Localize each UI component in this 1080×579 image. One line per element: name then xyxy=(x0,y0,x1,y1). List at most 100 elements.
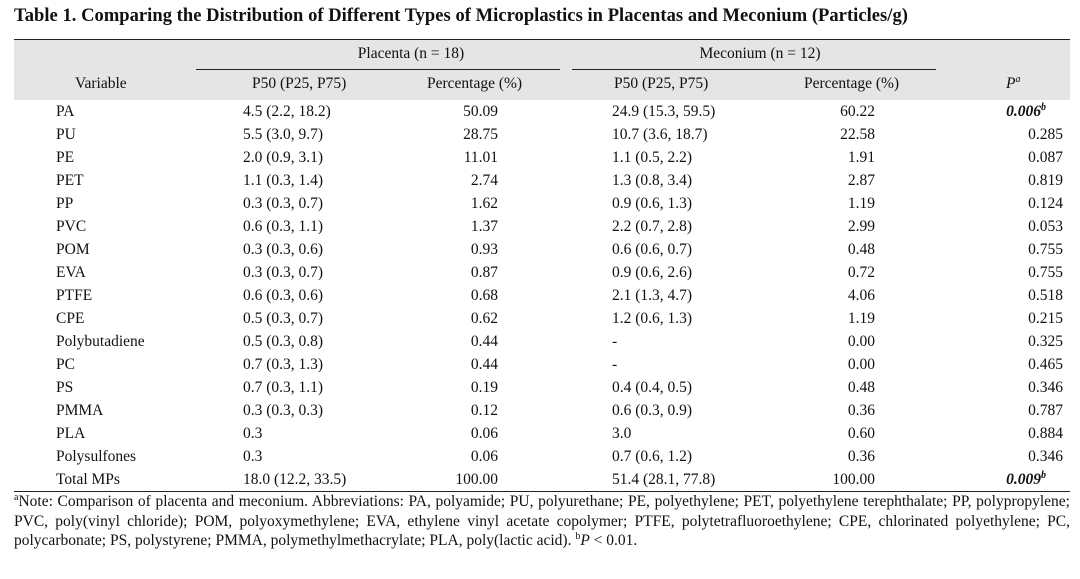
cell-meconium-percentage: 0.72 xyxy=(847,264,875,281)
footnote-b-p: P xyxy=(580,532,590,549)
table-row: Total MPs 18.0 (12.2, 33.5) 100.00 51.4 (28… xyxy=(14,469,1070,492)
cell-meconium-percentage: 2.87 xyxy=(847,172,875,189)
cell-meconium-percentage: 4.06 xyxy=(847,287,875,304)
cell-meconium-p50: 0.9 (0.6, 2.6) xyxy=(612,264,693,281)
cell-meconium-p50: - xyxy=(612,356,618,373)
cell-p-value: 0.285 xyxy=(1028,126,1063,144)
cell-meconium-percentage: 0.60 xyxy=(847,425,875,442)
p-value-text: 0.346 xyxy=(1028,448,1063,465)
cell-meconium-p50: 0.6 (0.6, 0.7) xyxy=(612,241,693,258)
column-header-meconium-percentage: Percentage (%) xyxy=(804,75,900,92)
p-value-text: 0.325 xyxy=(1028,333,1063,350)
table-row: PTFE 0.6 (0.3, 0.6) 0.68 2.1 (1.3, 4.7) 4.06… xyxy=(14,285,1070,308)
cell-p-value: 0.787 xyxy=(1028,402,1063,420)
table-row: PC 0.7 (0.3, 1.3) 0.44 - 0.00 0.465 xyxy=(14,354,1070,377)
cell-p-value: 0.346 xyxy=(1028,379,1063,397)
cell-placenta-p50: 0.5 (0.3, 0.7) xyxy=(243,310,324,327)
group-header-meconium: Meconium (n = 12) xyxy=(699,45,821,62)
cell-placenta-percentage: 0.06 xyxy=(470,448,498,465)
cell-placenta-p50: 0.6 (0.3, 1.1) xyxy=(243,218,324,235)
cell-placenta-p50: 5.5 (3.0, 9.7) xyxy=(243,126,324,143)
cell-variable: PMMA xyxy=(56,402,104,419)
cell-meconium-p50: 0.7 (0.6, 1.2) xyxy=(612,448,693,465)
cell-meconium-p50: 10.7 (3.6, 18.7) xyxy=(612,126,708,143)
cell-placenta-p50: 0.7 (0.3, 1.1) xyxy=(243,379,324,396)
cell-placenta-p50: 0.3 (0.3, 0.6) xyxy=(243,241,324,258)
cell-meconium-p50: 1.3 (0.8, 3.4) xyxy=(612,172,693,189)
cell-meconium-p50: 0.6 (0.3, 0.9) xyxy=(612,402,693,419)
p-value-text: 0.346 xyxy=(1028,379,1063,396)
column-header-variable: Variable xyxy=(75,75,127,92)
cell-meconium-percentage: 0.00 xyxy=(847,356,875,373)
cell-placenta-percentage: 50.09 xyxy=(463,103,498,120)
p-value-text: 0.009 xyxy=(1006,471,1041,488)
cell-meconium-p50: 3.0 xyxy=(612,425,632,442)
cell-meconium-p50: 1.2 (0.6, 1.3) xyxy=(612,310,693,327)
table-row: PLA 0.3 0.06 3.0 0.60 0.884 xyxy=(14,423,1070,446)
cell-p-value: 0.819 xyxy=(1028,172,1063,190)
cell-variable: PP xyxy=(56,195,74,212)
cell-placenta-p50: 0.3 (0.3, 0.7) xyxy=(243,195,324,212)
cell-variable: CPE xyxy=(56,310,85,327)
cell-placenta-percentage: 0.19 xyxy=(470,379,498,396)
cell-p-value: 0.053 xyxy=(1028,218,1063,236)
cell-placenta-percentage: 0.44 xyxy=(470,356,498,373)
cell-placenta-percentage: 0.68 xyxy=(470,287,498,304)
cell-meconium-percentage: 0.36 xyxy=(847,402,875,419)
cell-meconium-percentage: 1.19 xyxy=(847,195,875,212)
table-footnote: aNote: Comparison of placenta and meconi… xyxy=(14,492,1070,551)
table-row: POM 0.3 (0.3, 0.6) 0.93 0.6 (0.6, 0.7) 0.48 0… xyxy=(14,239,1070,262)
cell-variable: Total MPs xyxy=(56,471,120,488)
cell-placenta-percentage: 0.87 xyxy=(470,264,498,281)
cell-placenta-percentage: 0.93 xyxy=(470,241,498,258)
p-value-text: 0.787 xyxy=(1028,402,1063,419)
p-value-text: 0.006 xyxy=(1006,103,1041,120)
p-value-text: 0.755 xyxy=(1028,241,1063,258)
cell-placenta-p50: 0.6 (0.3, 0.6) xyxy=(243,287,324,304)
p-value-text: 0.053 xyxy=(1028,218,1063,235)
table-row: Polysulfones 0.3 0.06 0.7 (0.6, 1.2) 0.36 0.3… xyxy=(14,446,1070,469)
cell-p-value: 0.215 xyxy=(1028,310,1063,328)
cell-variable: PLA xyxy=(56,425,86,442)
cell-placenta-percentage: 1.37 xyxy=(470,218,498,235)
p-value-text: 0.755 xyxy=(1028,264,1063,281)
group-header-placenta: Placenta (n = 18) xyxy=(357,45,465,62)
cell-variable: EVA xyxy=(56,264,86,281)
cell-meconium-p50: 2.2 (0.7, 2.8) xyxy=(612,218,693,235)
column-header-p-value: Pa xyxy=(1006,75,1020,93)
cell-variable: Polysulfones xyxy=(56,448,137,465)
cell-p-value: 0.518 xyxy=(1028,287,1063,305)
cell-placenta-p50: 1.1 (0.3, 1.4) xyxy=(243,172,324,189)
cell-meconium-percentage: 60.22 xyxy=(840,103,875,120)
cell-meconium-percentage: 1.91 xyxy=(847,149,875,166)
cell-placenta-p50: 0.3 (0.3, 0.7) xyxy=(243,264,324,281)
table-row: PS 0.7 (0.3, 1.1) 0.19 0.4 (0.4, 0.5) 0.48 0.… xyxy=(14,377,1070,400)
table-row: Polybutadiene 0.5 (0.3, 0.8) 0.44 - 0.00 0.32… xyxy=(14,331,1070,354)
p-value-text: 0.465 xyxy=(1028,356,1063,373)
cell-placenta-percentage: 11.01 xyxy=(463,149,498,166)
table-row: PE 2.0 (0.9, 3.1) 11.01 1.1 (0.5, 2.2) 1.91 0… xyxy=(14,147,1070,170)
cell-variable: PS xyxy=(56,379,74,396)
cell-placenta-p50: 0.3 (0.3, 0.3) xyxy=(243,402,324,419)
cell-placenta-percentage: 1.62 xyxy=(470,195,498,212)
cell-meconium-p50: 2.1 (1.3, 4.7) xyxy=(612,287,693,304)
table-row: PU 5.5 (3.0, 9.7) 28.75 10.7 (3.6, 18.7) 22.… xyxy=(14,124,1070,147)
cell-variable: Polybutadiene xyxy=(56,333,145,350)
p-value-footnote-mark: b xyxy=(1041,470,1046,481)
cell-p-value: 0.009b xyxy=(1006,471,1046,489)
cell-variable: PC xyxy=(56,356,75,373)
p-label: P xyxy=(1006,75,1016,92)
cell-meconium-percentage: 22.58 xyxy=(840,126,875,143)
cell-meconium-percentage: 0.48 xyxy=(847,379,875,396)
cell-variable: PE xyxy=(56,149,75,166)
cell-placenta-p50: 18.0 (12.2, 33.5) xyxy=(243,471,347,488)
cell-placenta-percentage: 0.06 xyxy=(470,425,498,442)
footnote-a-text: Note: Comparison of placenta and meconiu… xyxy=(14,493,1070,549)
cell-p-value: 0.755 xyxy=(1028,264,1063,282)
p-value-text: 0.518 xyxy=(1028,287,1063,304)
table-row: CPE 0.5 (0.3, 0.7) 0.62 1.2 (0.6, 1.3) 1.19 0… xyxy=(14,308,1070,331)
p-value-text: 0.884 xyxy=(1028,425,1063,442)
cell-meconium-percentage: 0.36 xyxy=(847,448,875,465)
cell-placenta-p50: 0.5 (0.3, 0.8) xyxy=(243,333,324,350)
cell-meconium-percentage: 2.99 xyxy=(847,218,875,235)
